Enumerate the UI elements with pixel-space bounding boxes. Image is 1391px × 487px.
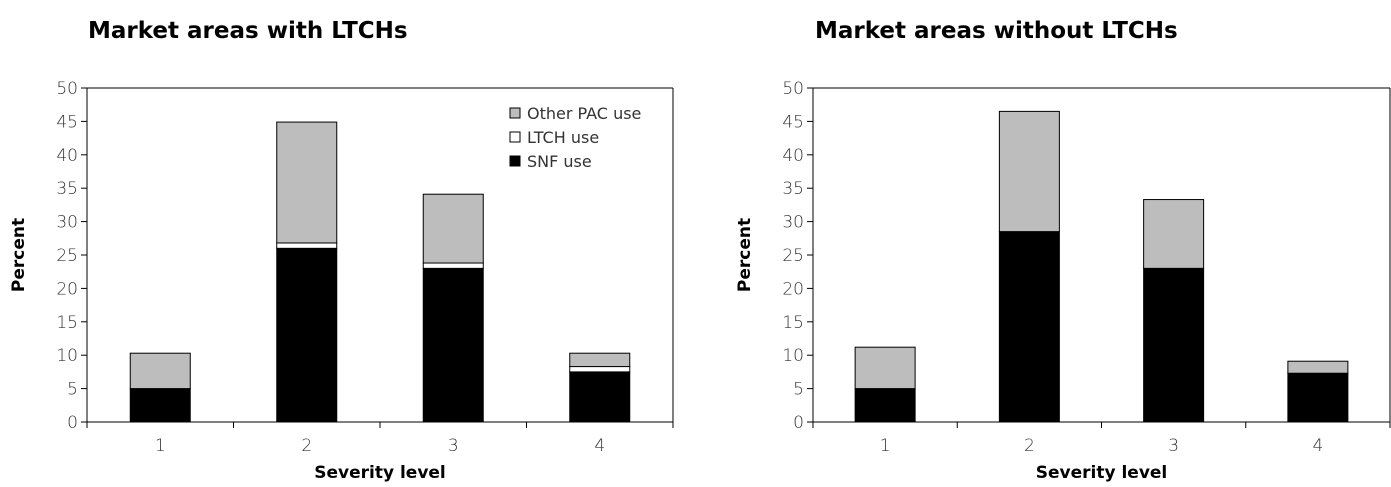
x-axis-label: Severity level	[314, 463, 446, 483]
y-tick-label: 20	[56, 279, 78, 299]
legend-label: SNF use	[527, 152, 592, 171]
x-tick-label: 3	[1168, 436, 1179, 456]
y-tick-label: 30	[782, 213, 804, 233]
y-axis-label: Percent	[735, 218, 755, 292]
y-tick-label: 5	[67, 380, 78, 400]
bar-segment	[276, 242, 338, 249]
legend-swatch	[509, 131, 521, 143]
y-tick-label: 40	[56, 146, 78, 166]
bar-segment	[998, 110, 1060, 233]
y-tick-label: 0	[67, 413, 78, 433]
legend-label: Other PAC use	[527, 104, 641, 123]
y-tick-label: 45	[56, 112, 78, 132]
bar-segment	[276, 121, 338, 244]
bar-segment	[569, 366, 631, 373]
y-tick-label: 15	[782, 313, 804, 333]
x-axis-label: Severity level	[1036, 463, 1168, 483]
y-tick-label: 45	[782, 112, 804, 132]
legend-swatch	[509, 155, 521, 167]
bar-segment	[998, 231, 1060, 423]
legend-swatch	[509, 107, 521, 119]
bar-segment	[422, 193, 484, 264]
bar-segment	[854, 346, 916, 390]
x-tick-label: 1	[155, 436, 166, 456]
y-tick-label: 5	[793, 380, 804, 400]
bar-segment	[569, 352, 631, 368]
bar-segment	[569, 371, 631, 423]
y-tick-label: 10	[56, 346, 78, 366]
y-tick-label: 40	[782, 146, 804, 166]
y-tick-label: 35	[56, 179, 78, 199]
y-tick-label: 10	[782, 346, 804, 366]
y-tick-label: 0	[793, 413, 804, 433]
y-tick-label: 30	[56, 213, 78, 233]
bar-segment	[276, 247, 338, 423]
chart-panel-2: Market areas without LTCHs05101520253035…	[735, 18, 1391, 483]
y-tick-label: 25	[56, 246, 78, 266]
x-tick-label: 2	[301, 436, 312, 456]
bar-segment	[422, 262, 484, 269]
legend-label: LTCH use	[527, 128, 599, 147]
y-tick-label: 35	[782, 179, 804, 199]
bar-segment	[1143, 199, 1205, 269]
bar-segment	[129, 388, 191, 423]
x-tick-label: 4	[594, 436, 605, 456]
y-tick-label: 25	[782, 246, 804, 266]
x-tick-label: 3	[448, 436, 459, 456]
bar-segment	[1143, 267, 1205, 423]
chart-title: Market areas without LTCHs	[815, 18, 1178, 44]
x-tick-label: 1	[880, 436, 891, 456]
y-tick-label: 50	[782, 79, 804, 99]
x-tick-label: 2	[1024, 436, 1035, 456]
y-tick-label: 50	[56, 79, 78, 99]
bar-segment	[422, 267, 484, 423]
bar-segment	[1287, 360, 1349, 374]
bar-segment	[129, 352, 191, 390]
x-tick-label: 4	[1312, 436, 1323, 456]
legend: Other PAC use LTCH use SNF use	[509, 104, 641, 171]
bar-segment	[1287, 372, 1349, 423]
y-axis-label: Percent	[9, 218, 29, 292]
y-tick-label: 15	[56, 313, 78, 333]
chart-panel-1: Market areas with LTCHs 0 5 10 15 20 25 30 35 40 4…	[9, 18, 674, 483]
bar-segment	[854, 388, 916, 423]
chart-title: Market areas with LTCHs	[88, 18, 408, 44]
y-tick-label: 20	[782, 279, 804, 299]
